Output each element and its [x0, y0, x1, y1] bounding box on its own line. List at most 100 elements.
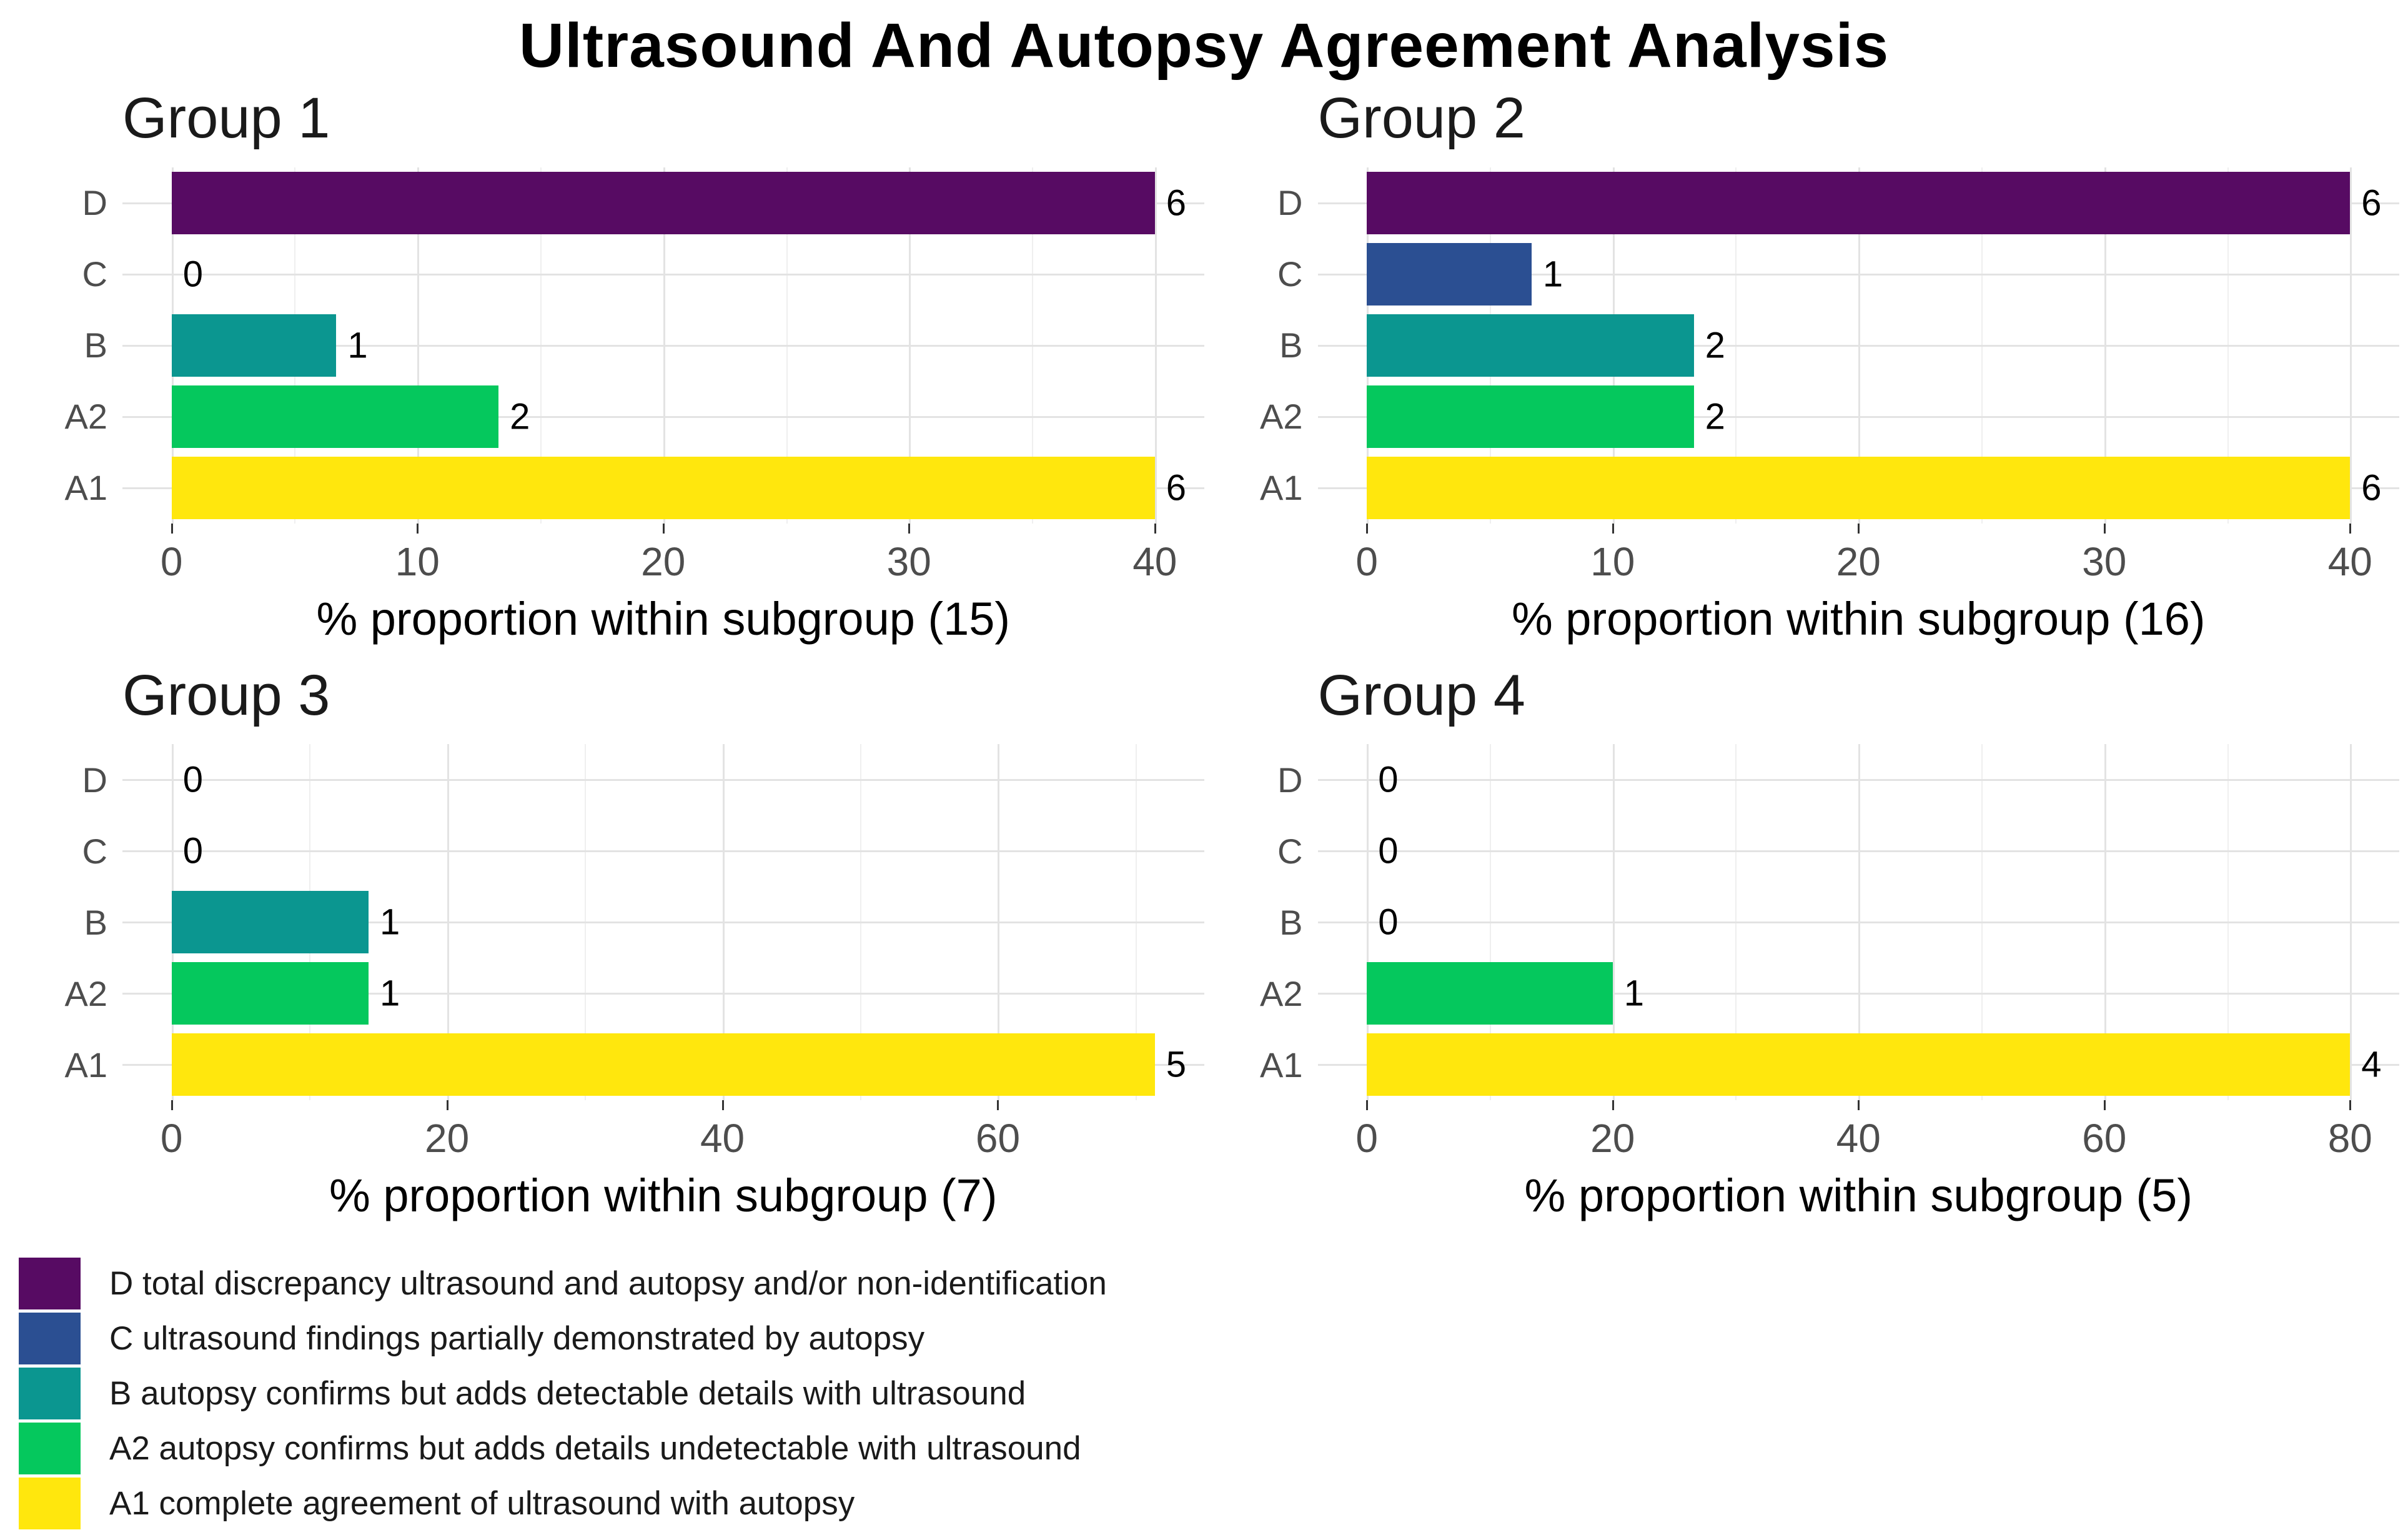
charts-grid: Group 1 D C B A2 A1 6 0 1 2 6 0 10 20 30 40% proportion… [0, 82, 2408, 1222]
x-tick-mark [1612, 1100, 1614, 1111]
x-axis-ticks: 0 20 40 60 [122, 1100, 1204, 1165]
bar-value-label: 6 [1166, 182, 1187, 224]
x-axis-title: % proportion within subgroup (15) [316, 592, 1011, 645]
y-axis-labels: D C B A2 A1 [15, 744, 122, 1222]
y-axis-label-C: C [82, 254, 107, 294]
bar-B [171, 314, 337, 377]
bar-value-label: 0 [1378, 902, 1399, 943]
bar-value-label: 2 [1705, 396, 1725, 437]
bar-A2 [171, 385, 499, 448]
y-axis-label-D: D [1277, 183, 1303, 223]
category-gridline [122, 344, 1204, 347]
panel-body: D C B A2 A1 6 1 2 2 6 0 10 20 30 40 % proportion within… [1211, 167, 2399, 645]
plot-panel: 0 0 1 1 5 [122, 744, 1204, 1101]
panel-title: Group 4 [1317, 663, 1525, 727]
panel-group-3: Group 3 D C B A2 A1 0 0 1 1 5 0 20 40 60 % proportion w… [15, 662, 1204, 1223]
x-tick-mark [1612, 523, 1614, 534]
y-axis-label-A1: A1 [64, 1045, 108, 1085]
bar-A1 [171, 1033, 1155, 1096]
panel-group-4: Group 4 D C B A2 A1 0 0 0 1 4 0 20 40 60 80% proportion… [1211, 662, 2400, 1223]
x-tick-label: 20 [641, 539, 686, 584]
bar-value-label: 0 [182, 254, 203, 295]
x-tick-label: 40 [1836, 1116, 1881, 1161]
bar-value-label: 0 [182, 759, 203, 800]
panel-title: Group 1 [122, 86, 330, 150]
legend-item-A2: A2 autopsy confirms but adds details und… [19, 1421, 2408, 1476]
x-tick-mark [417, 523, 419, 534]
y-axis-label-A1: A1 [1260, 1045, 1303, 1085]
y-axis-label-D: D [82, 760, 107, 800]
category-gridline [122, 850, 1204, 853]
category-gridline [1317, 850, 2399, 853]
legend-swatch-A1 [19, 1477, 81, 1529]
panel-title: Group 3 [122, 663, 330, 727]
x-tick-label: 40 [2327, 539, 2372, 584]
legend-item-B: B autopsy confirms but adds detectable d… [19, 1366, 2408, 1421]
bar-value-label: 0 [1378, 830, 1399, 872]
x-tick-mark [446, 1100, 448, 1111]
bar-A1 [171, 456, 1155, 519]
legend-swatch-B [19, 1367, 81, 1419]
y-axis-label-C: C [1277, 254, 1303, 294]
x-tick-label: 40 [700, 1116, 745, 1161]
x-tick-mark [171, 523, 173, 534]
bar-B [1367, 314, 1694, 377]
x-tick-label: 10 [1590, 539, 1635, 584]
bar-value-label: 6 [2361, 182, 2382, 224]
bar-C [1367, 242, 1532, 306]
y-axis-label-D: D [1277, 760, 1303, 800]
bar-A2 [171, 962, 369, 1025]
y-axis-label-B: B [1279, 902, 1303, 942]
x-axis-title: % proportion within subgroup (7) [329, 1170, 998, 1222]
x-axis-title: % proportion within subgroup (16) [1511, 592, 2206, 645]
legend-swatch-D [19, 1257, 81, 1309]
x-tick-mark [2349, 1100, 2352, 1111]
category-gridline [1317, 993, 2399, 995]
legend-swatch-A2 [19, 1422, 81, 1474]
y-axis-label-C: C [1277, 831, 1303, 871]
x-axis-title: % proportion within subgroup (5) [1524, 1170, 2192, 1222]
x-tick-label: 0 [1355, 1116, 1378, 1161]
x-axis-ticks: 0 20 40 60 80 [1318, 1100, 2400, 1165]
x-tick-mark [1154, 523, 1156, 534]
legend-label: B autopsy confirms but adds detectable d… [109, 1374, 1026, 1412]
bar-value-label: 1 [1542, 254, 1563, 295]
plot-panel: 6 0 1 2 6 [122, 167, 1204, 524]
legend-label: C ultrasound findings partially demonstr… [109, 1319, 925, 1357]
x-axis-ticks: 0 10 20 30 40 [122, 523, 1204, 589]
x-tick-mark [997, 1100, 999, 1111]
y-axis-label-B: B [84, 325, 107, 365]
x-tick-mark [1366, 523, 1369, 534]
x-tick-label: 80 [2327, 1116, 2372, 1161]
panel-title: Group 2 [1317, 86, 1525, 150]
category-gridline [122, 273, 1204, 276]
bar-B [171, 891, 369, 954]
y-axis-label-C: C [82, 831, 107, 871]
x-tick-mark [1858, 1100, 1860, 1111]
x-tick-mark [1366, 1100, 1369, 1111]
bar-value-label: 1 [379, 973, 400, 1014]
chart-title: Ultrasound And Autopsy Agreement Analysi… [518, 11, 1890, 81]
y-axis-labels: D C B A2 A1 [1211, 744, 1318, 1222]
y-axis-label-A2: A2 [64, 973, 108, 1013]
x-tick-mark [2349, 523, 2352, 534]
bar-value-label: 0 [182, 830, 203, 872]
legend-item-A1: A1 complete agreement of ultrasound with… [19, 1476, 2408, 1531]
category-gridline [122, 921, 1204, 924]
y-axis-labels: D C B A2 A1 [15, 167, 122, 645]
bar-D [171, 171, 1155, 234]
category-gridline [122, 993, 1204, 995]
x-tick-label: 60 [2082, 1116, 2127, 1161]
x-tick-label: 20 [425, 1116, 470, 1161]
bar-value-label: 6 [1166, 467, 1187, 509]
bar-value-label: 0 [1378, 759, 1399, 800]
legend-item-C: C ultrasound findings partially demonstr… [19, 1311, 2408, 1366]
x-tick-label: 20 [1836, 539, 1881, 584]
category-gridline [1317, 344, 2399, 347]
category-gridline [122, 779, 1204, 782]
y-axis-label-B: B [84, 902, 107, 942]
x-tick-mark [721, 1100, 724, 1111]
x-tick-mark [2103, 1100, 2106, 1111]
plot-area-wrap: 0 0 1 1 5 0 20 40 60 % proportion within subgroup… [122, 744, 1204, 1222]
plot-area-wrap: 6 1 2 2 6 0 10 20 30 40 % proportion within subgro… [1317, 167, 2399, 645]
